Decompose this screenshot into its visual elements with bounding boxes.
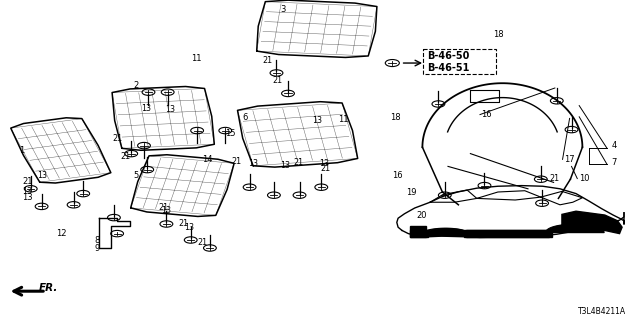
- Text: 5: 5: [133, 171, 138, 180]
- Text: B-46-50: B-46-50: [428, 51, 470, 61]
- Text: 13: 13: [161, 206, 172, 215]
- Text: 7: 7: [611, 158, 616, 167]
- Text: 19: 19: [406, 188, 417, 197]
- Text: 11: 11: [338, 115, 348, 124]
- Text: 21: 21: [549, 174, 559, 183]
- Text: B-46-51: B-46-51: [428, 63, 470, 73]
- Text: 13: 13: [312, 116, 323, 125]
- Text: 9: 9: [95, 244, 100, 253]
- Text: 6: 6: [242, 113, 247, 122]
- Text: 10: 10: [579, 174, 589, 183]
- Text: FR.: FR.: [38, 283, 58, 293]
- Text: 21: 21: [159, 203, 169, 212]
- Text: 21: 21: [22, 177, 33, 186]
- Text: 16: 16: [392, 171, 403, 180]
- Text: 20: 20: [416, 211, 426, 220]
- Text: 13: 13: [141, 104, 151, 113]
- Text: 13: 13: [37, 171, 47, 180]
- Text: 13: 13: [184, 223, 195, 232]
- Text: 21: 21: [293, 158, 303, 167]
- Text: 1: 1: [19, 146, 24, 155]
- Polygon shape: [410, 226, 426, 237]
- Text: 21: 21: [112, 134, 122, 143]
- Text: 18: 18: [493, 30, 504, 39]
- Text: 21: 21: [197, 238, 207, 247]
- Polygon shape: [410, 230, 428, 237]
- Text: 2: 2: [133, 81, 138, 90]
- Text: 21: 21: [262, 56, 273, 65]
- Text: 21: 21: [120, 152, 131, 161]
- Polygon shape: [466, 230, 549, 237]
- Text: 13: 13: [22, 187, 33, 196]
- Text: 15: 15: [225, 129, 236, 138]
- Text: 12: 12: [56, 229, 67, 238]
- Text: 11: 11: [191, 54, 201, 63]
- Polygon shape: [464, 230, 552, 237]
- Text: 13: 13: [165, 105, 175, 114]
- Text: 13: 13: [319, 159, 329, 168]
- Text: 4: 4: [611, 141, 616, 150]
- Text: 21: 21: [320, 164, 330, 173]
- Text: 18: 18: [390, 113, 401, 122]
- Text: 16: 16: [481, 110, 492, 119]
- Text: 21: 21: [178, 219, 188, 228]
- Text: 21: 21: [272, 76, 282, 85]
- Text: 3: 3: [280, 5, 285, 14]
- Text: 14: 14: [202, 155, 212, 164]
- Text: T3L4B4211A: T3L4B4211A: [578, 308, 626, 316]
- Text: 13: 13: [22, 193, 33, 202]
- Text: 17: 17: [564, 155, 575, 164]
- Text: 8: 8: [95, 236, 100, 245]
- Text: 13: 13: [248, 159, 259, 168]
- Text: 21: 21: [232, 157, 242, 166]
- Text: 13: 13: [280, 161, 291, 170]
- Polygon shape: [562, 211, 622, 234]
